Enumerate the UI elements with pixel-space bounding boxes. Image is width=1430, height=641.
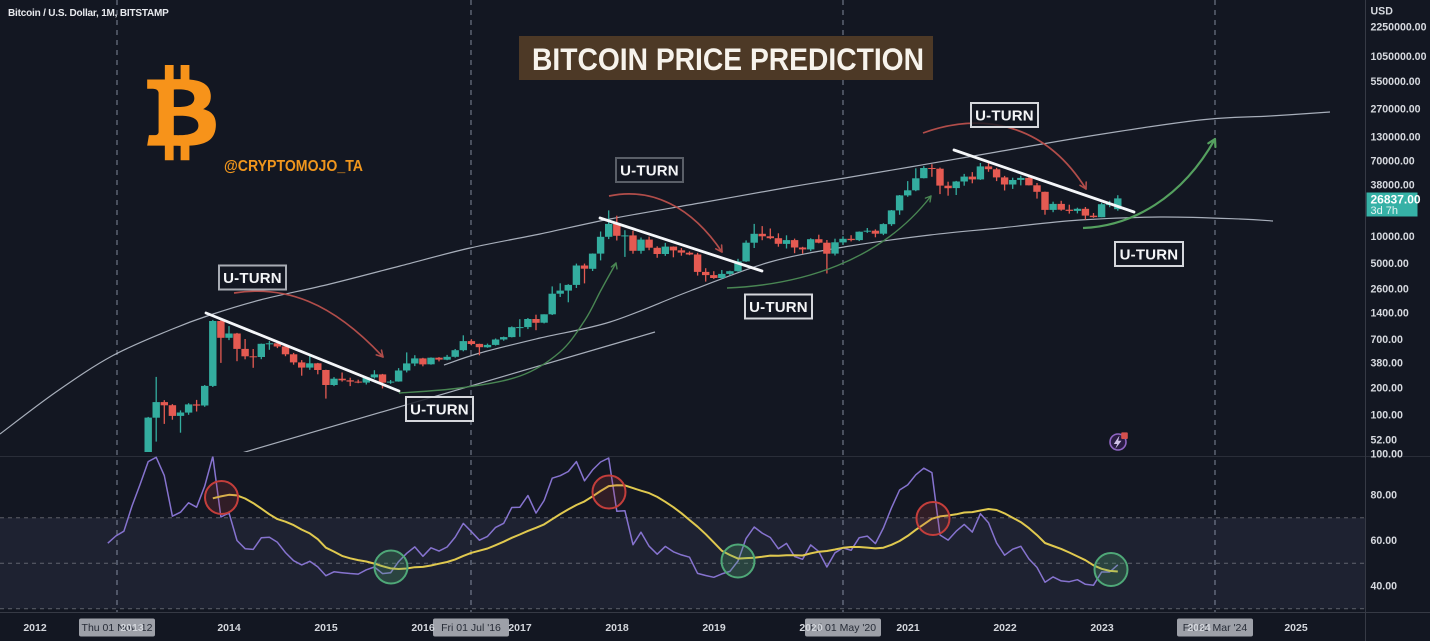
svg-text:2021: 2021 (896, 622, 920, 634)
svg-text:2016: 2016 (411, 622, 435, 634)
svg-text:2013: 2013 (120, 622, 144, 634)
svg-text:Fri 01 Mar '24: Fri 01 Mar '24 (1183, 622, 1248, 634)
svg-text:BITCOIN PRICE PREDICTION: BITCOIN PRICE PREDICTION (532, 41, 924, 77)
svg-text:U-TURN: U-TURN (975, 108, 1034, 125)
svg-text:2017: 2017 (508, 622, 532, 634)
svg-text:40.00: 40.00 (1371, 581, 1398, 593)
svg-text:200.00: 200.00 (1371, 383, 1404, 395)
svg-text:270000.00: 270000.00 (1371, 104, 1421, 116)
svg-text:U-TURN: U-TURN (410, 402, 469, 419)
svg-text:@CRYPTOMOJO_TA: @CRYPTOMOJO_TA (224, 158, 363, 175)
svg-text:80.00: 80.00 (1371, 490, 1398, 502)
svg-text:2019: 2019 (702, 622, 726, 634)
svg-text:2023: 2023 (1090, 622, 1114, 634)
svg-text:3d 7h: 3d 7h (1371, 205, 1399, 217)
svg-text:380.00: 380.00 (1371, 358, 1404, 370)
svg-text:Fri 01 Jul '16: Fri 01 Jul '16 (441, 622, 501, 634)
svg-text:U-TURN: U-TURN (620, 163, 679, 180)
svg-text:100.00: 100.00 (1371, 410, 1404, 422)
svg-text:2600.00: 2600.00 (1371, 284, 1409, 296)
svg-text:U-TURN: U-TURN (1120, 247, 1179, 264)
svg-text:2024: 2024 (1187, 622, 1211, 634)
svg-text:26837.00: 26837.00 (1371, 193, 1421, 207)
svg-text:1050000.00: 1050000.00 (1371, 51, 1427, 63)
svg-text:52.00: 52.00 (1371, 435, 1398, 447)
svg-text:38000.00: 38000.00 (1371, 180, 1415, 192)
svg-text:U-TURN: U-TURN (749, 299, 808, 316)
svg-text:2015: 2015 (314, 622, 338, 634)
svg-text:1400.00: 1400.00 (1371, 308, 1409, 320)
svg-text:2250000.00: 2250000.00 (1371, 22, 1427, 34)
svg-text:550000.00: 550000.00 (1371, 76, 1421, 88)
svg-text:2025: 2025 (1284, 622, 1308, 634)
svg-text:100.00: 100.00 (1371, 449, 1404, 461)
svg-text:130000.00: 130000.00 (1371, 132, 1421, 144)
svg-text:Thu 01 Nov '12: Thu 01 Nov '12 (82, 622, 153, 634)
svg-text:2020: 2020 (799, 622, 823, 634)
svg-text:Fri 01 May '20: Fri 01 May '20 (810, 622, 876, 634)
svg-text:700.00: 700.00 (1371, 334, 1404, 346)
svg-text:U-TURN: U-TURN (223, 270, 282, 287)
svg-text:2014: 2014 (217, 622, 241, 634)
svg-text:60.00: 60.00 (1371, 535, 1398, 547)
svg-text:70000.00: 70000.00 (1371, 156, 1415, 168)
svg-text:10000.00: 10000.00 (1371, 231, 1415, 243)
svg-text:2022: 2022 (993, 622, 1017, 634)
svg-text:2018: 2018 (605, 622, 629, 634)
svg-text:Bitcoin / U.S. Dollar, 1M, BIT: Bitcoin / U.S. Dollar, 1M, BITSTAMP (8, 8, 169, 19)
svg-text:2012: 2012 (23, 622, 47, 634)
svg-text:USD: USD (1371, 6, 1394, 18)
svg-text:5000.00: 5000.00 (1371, 258, 1409, 270)
